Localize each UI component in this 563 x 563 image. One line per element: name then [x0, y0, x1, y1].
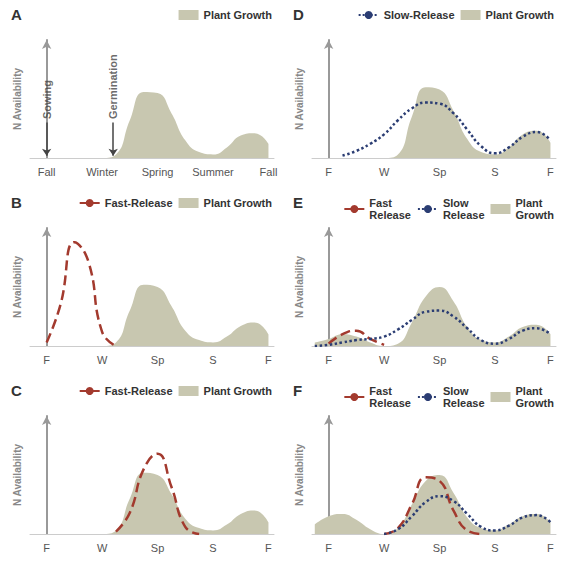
- svg-text:Plant: Plant: [516, 197, 543, 209]
- svg-text:Fall: Fall: [38, 166, 56, 178]
- svg-text:W: W: [97, 542, 108, 554]
- svg-text:Sp: Sp: [433, 542, 446, 554]
- svg-text:Winter: Winter: [86, 166, 118, 178]
- svg-text:S: S: [491, 166, 498, 178]
- svg-text:Sp: Sp: [151, 542, 164, 554]
- svg-text:Slow: Slow: [443, 385, 469, 397]
- svg-text:N Availability: N Availability: [294, 256, 305, 318]
- svg-text:Fast: Fast: [369, 197, 392, 209]
- svg-text:S: S: [209, 542, 216, 554]
- svg-text:W: W: [379, 166, 390, 178]
- svg-text:Fall: Fall: [260, 166, 278, 178]
- svg-text:Growth: Growth: [516, 397, 555, 409]
- svg-text:Plant Growth: Plant Growth: [204, 9, 273, 21]
- svg-text:Plant Growth: Plant Growth: [204, 385, 273, 397]
- svg-text:Plant Growth: Plant Growth: [204, 197, 273, 209]
- svg-text:F: F: [293, 382, 302, 399]
- svg-text:F: F: [325, 542, 332, 554]
- svg-text:Growth: Growth: [516, 209, 555, 221]
- svg-text:W: W: [379, 354, 390, 366]
- svg-text:C: C: [11, 382, 22, 399]
- svg-text:Slow: Slow: [443, 197, 469, 209]
- svg-text:N Availability: N Availability: [12, 68, 23, 130]
- svg-text:E: E: [293, 194, 303, 211]
- svg-text:Sp: Sp: [433, 354, 446, 366]
- svg-text:Sowing: Sowing: [41, 80, 53, 119]
- svg-text:W: W: [97, 354, 108, 366]
- svg-text:F: F: [547, 166, 554, 178]
- svg-text:Germination: Germination: [107, 54, 119, 119]
- svg-text:N Availability: N Availability: [294, 68, 305, 130]
- svg-text:B: B: [11, 194, 22, 211]
- svg-text:F: F: [547, 542, 554, 554]
- svg-text:Sp: Sp: [151, 354, 164, 366]
- svg-text:N Availability: N Availability: [12, 256, 23, 318]
- svg-text:W: W: [379, 542, 390, 554]
- svg-text:S: S: [491, 542, 498, 554]
- svg-text:F: F: [265, 542, 272, 554]
- svg-text:Sp: Sp: [433, 166, 446, 178]
- svg-text:F: F: [265, 354, 272, 366]
- svg-text:Fast: Fast: [369, 385, 392, 397]
- svg-text:N Availability: N Availability: [294, 444, 305, 506]
- svg-text:Release: Release: [369, 397, 411, 409]
- svg-text:F: F: [547, 354, 554, 366]
- svg-text:Plant: Plant: [516, 385, 543, 397]
- svg-text:Summer: Summer: [192, 166, 234, 178]
- svg-text:N Availability: N Availability: [12, 444, 23, 506]
- svg-text:Release: Release: [369, 209, 411, 221]
- svg-text:Plant Growth: Plant Growth: [486, 9, 555, 21]
- svg-text:F: F: [43, 354, 50, 366]
- svg-text:Spring: Spring: [142, 166, 174, 178]
- svg-text:F: F: [43, 542, 50, 554]
- svg-text:F: F: [325, 166, 332, 178]
- svg-text:A: A: [11, 6, 22, 23]
- svg-text:Slow-Release: Slow-Release: [384, 9, 455, 21]
- svg-text:Release: Release: [443, 209, 485, 221]
- svg-text:D: D: [293, 6, 304, 23]
- svg-text:Fast-Release: Fast-Release: [105, 197, 173, 209]
- svg-text:S: S: [209, 354, 216, 366]
- svg-text:F: F: [325, 354, 332, 366]
- svg-text:Fast-Release: Fast-Release: [105, 385, 173, 397]
- svg-text:Release: Release: [443, 397, 485, 409]
- svg-text:S: S: [491, 354, 498, 366]
